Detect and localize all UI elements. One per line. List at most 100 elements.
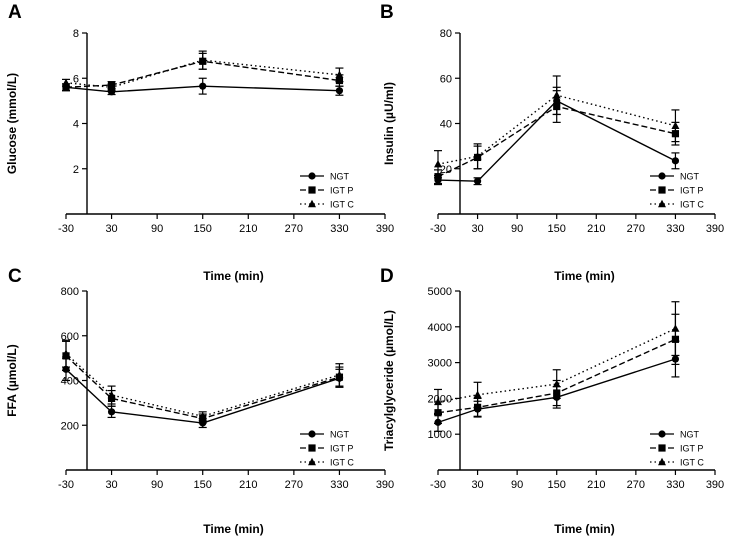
data-point	[434, 397, 442, 406]
y-tick-label: 800	[61, 286, 79, 298]
x-tick-label: 90	[511, 479, 523, 491]
panel-letter: B	[380, 2, 394, 23]
legend-label: IGT C	[680, 458, 704, 468]
data-point	[107, 408, 116, 416]
x-tick-label: 390	[376, 223, 394, 235]
data-point	[552, 91, 561, 99]
panel-d: D 1000 2000 3000 4000 5000 -30 30 90 150 210 270 330…	[380, 266, 724, 536]
data-point	[198, 55, 207, 64]
x-axis-label: Time (min)	[554, 522, 614, 536]
x-tick-label: 270	[285, 223, 303, 235]
data-point	[473, 152, 482, 160]
x-tick-label: 90	[151, 479, 163, 491]
y-tick-label: 400	[61, 376, 79, 388]
legend-marker	[658, 430, 666, 438]
y-tick-label: 2000	[428, 393, 452, 405]
legend-marker	[658, 172, 666, 180]
x-tick-label: 90	[151, 223, 163, 235]
legend-label: IGT C	[680, 200, 704, 210]
y-tick-label: 5000	[428, 286, 452, 298]
series-line	[437, 358, 676, 424]
legend-label: IGT P	[330, 186, 353, 196]
data-point	[335, 70, 344, 79]
panel-a: A 2 4 6 8 -30 30 90 150 210 270 330 390 Time (min) Glu…	[5, 2, 394, 283]
data-point	[473, 177, 482, 185]
x-tick-label: 150	[194, 479, 212, 491]
legend-label: NGT	[680, 430, 700, 440]
x-tick-label: 330	[330, 223, 348, 235]
series-line	[65, 59, 340, 89]
panel-letter: D	[380, 266, 394, 287]
y-tick-label: 60	[440, 73, 452, 85]
legend-marker	[308, 430, 316, 438]
x-tick-label: 270	[627, 479, 645, 491]
series-line	[437, 105, 676, 178]
x-tick-label: 150	[194, 223, 212, 235]
legend-marker	[308, 199, 316, 208]
x-tick-label: 390	[706, 223, 724, 235]
data-point	[473, 390, 482, 399]
legend-marker	[308, 172, 316, 180]
panel-letter: A	[8, 2, 22, 23]
legend: NGT IGT P IGT C	[300, 172, 354, 210]
legend-marker	[658, 186, 666, 194]
series-line	[437, 100, 676, 182]
legend-label: IGT C	[330, 200, 354, 210]
x-tick-label: 330	[330, 479, 348, 491]
x-tick-label: 150	[548, 479, 566, 491]
y-axis-label: FFA (µmol/L)	[5, 344, 19, 416]
series-line	[65, 368, 340, 424]
legend-marker	[308, 457, 316, 466]
x-tick-label: 330	[666, 223, 684, 235]
data-point	[62, 83, 70, 91]
legend-label: NGT	[330, 172, 350, 182]
series-line	[437, 94, 676, 165]
data-point	[62, 78, 70, 86]
y-axis-label: Triacylglyceride (µmol/L)	[382, 310, 396, 451]
series-line	[65, 85, 340, 93]
x-tick-label: 270	[627, 223, 645, 235]
data-point	[335, 370, 344, 379]
x-tick-label: -30	[430, 479, 446, 491]
x-tick-label: 30	[471, 223, 483, 235]
data-point	[552, 379, 561, 388]
series-igt-c	[434, 75, 680, 179]
x-tick-label: -30	[58, 479, 74, 491]
y-axis-label: Insulin (µU/ml)	[382, 82, 396, 165]
data-point	[199, 82, 207, 90]
x-tick-label: -30	[430, 223, 446, 235]
legend-marker	[658, 199, 666, 208]
y-tick-label: 2	[73, 164, 79, 176]
series-line	[65, 353, 340, 418]
series-line	[437, 338, 676, 414]
x-tick-label: 30	[471, 479, 483, 491]
data-point	[107, 83, 116, 91]
series-ngt	[62, 77, 344, 96]
y-tick-label: 4000	[428, 322, 452, 334]
data-point	[671, 157, 680, 165]
legend-label: IGT P	[680, 186, 703, 196]
legend-marker	[308, 186, 316, 194]
y-tick-label: 6	[73, 73, 79, 85]
legend-label: IGT P	[330, 444, 353, 454]
series-igt-c	[434, 301, 680, 416]
legend-label: IGT P	[680, 444, 703, 454]
legend-marker	[658, 457, 666, 466]
series-igt-c	[62, 339, 344, 422]
x-tick-label: 210	[239, 479, 257, 491]
series-igt-p	[62, 340, 344, 424]
x-tick-label: 210	[239, 223, 257, 235]
data-point	[671, 121, 680, 129]
data-point	[62, 349, 70, 357]
y-tick-label: 1000	[428, 429, 452, 441]
panel-letter: C	[8, 266, 22, 287]
series-line	[65, 355, 340, 420]
y-tick-label: 80	[440, 28, 452, 40]
panel-b: B 20 40 60 80 -30 30 90 150 210 270 330 390 Time (min…	[380, 2, 724, 283]
data-point	[198, 412, 207, 420]
legend: NGT IGT P IGT C	[650, 430, 704, 468]
x-tick-label: 270	[285, 479, 303, 491]
legend-marker	[308, 444, 316, 452]
x-tick-label: 90	[511, 223, 523, 235]
